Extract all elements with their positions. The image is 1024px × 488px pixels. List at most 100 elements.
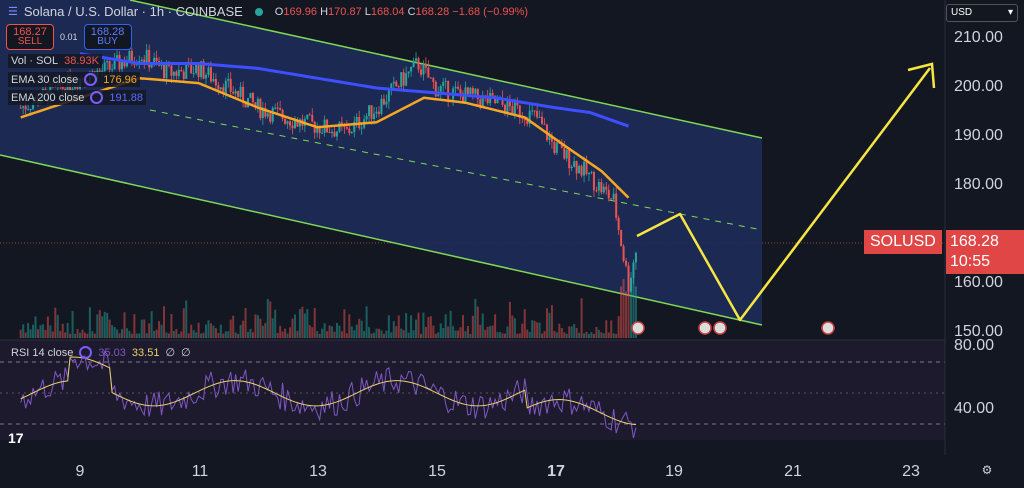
candle bbox=[617, 217, 620, 231]
volume-bar bbox=[486, 326, 489, 338]
candle bbox=[306, 114, 309, 120]
candle bbox=[555, 142, 558, 153]
candle bbox=[44, 89, 47, 91]
sell-button[interactable]: 168.27 SELL bbox=[6, 24, 54, 50]
volume-bar bbox=[377, 328, 380, 338]
candle bbox=[170, 65, 173, 76]
rsi-legend[interactable]: RSI 14 close 35.03 33.51 ∅ ∅ bbox=[11, 346, 191, 359]
volume-bar bbox=[187, 333, 190, 338]
candle bbox=[192, 73, 195, 75]
volume-bar bbox=[412, 330, 415, 338]
ema30-legend[interactable]: EMA 30 close 176.96 bbox=[8, 72, 140, 87]
volume-bar bbox=[385, 330, 388, 338]
candle bbox=[269, 113, 272, 122]
candle bbox=[209, 67, 212, 82]
candle bbox=[239, 86, 242, 97]
symbol-title[interactable]: Solana / U.S. Dollar · 1h · COINBASE bbox=[23, 4, 243, 19]
volume-bar bbox=[620, 286, 623, 338]
volume-bar bbox=[587, 333, 590, 338]
settings-gear-icon[interactable]: ⚙ bbox=[981, 463, 993, 477]
ema200-legend[interactable]: EMA 200 close 191.88 bbox=[8, 90, 147, 105]
volume-bar bbox=[580, 298, 583, 338]
symbol-legend: ☰ Solana / U.S. Dollar · 1h · COINBASE O… bbox=[8, 4, 528, 19]
candle bbox=[526, 120, 529, 124]
currency-select[interactable]: USD ▾ bbox=[946, 4, 1018, 22]
volume-bar bbox=[64, 332, 67, 338]
buy-button[interactable]: 168.28 BUY bbox=[83, 24, 132, 50]
settings-icon[interactable] bbox=[79, 346, 93, 359]
volume-bar bbox=[113, 327, 116, 338]
volume-bar bbox=[66, 322, 69, 338]
candle bbox=[560, 143, 563, 148]
candle bbox=[513, 100, 516, 114]
bar-countdown: 10:55 bbox=[950, 253, 991, 270]
volume-bar bbox=[32, 324, 35, 338]
volume-bar bbox=[400, 328, 403, 338]
volume-bar bbox=[481, 313, 484, 338]
candle bbox=[541, 116, 544, 124]
volume-bar bbox=[96, 314, 99, 338]
candle bbox=[284, 118, 287, 124]
candle bbox=[382, 98, 385, 105]
projection-arrow bbox=[636, 67, 931, 322]
candle bbox=[348, 128, 351, 134]
candle bbox=[286, 121, 289, 124]
candle bbox=[625, 260, 628, 266]
volume-bar bbox=[375, 328, 378, 338]
candle bbox=[338, 122, 341, 132]
candle bbox=[308, 114, 311, 116]
volume-bar bbox=[476, 306, 479, 338]
volume-bar bbox=[41, 324, 44, 338]
candle bbox=[370, 105, 373, 120]
candle bbox=[274, 107, 277, 109]
volume-bar bbox=[422, 312, 425, 338]
volume-bar bbox=[503, 333, 506, 338]
volume-bar bbox=[432, 325, 435, 338]
candle bbox=[503, 104, 506, 114]
settings-icon[interactable] bbox=[90, 91, 104, 104]
candle bbox=[511, 106, 514, 114]
candle bbox=[612, 193, 615, 200]
volume-bar bbox=[368, 327, 371, 338]
volume-bar bbox=[449, 310, 452, 338]
candle bbox=[279, 108, 282, 110]
candle bbox=[600, 181, 603, 193]
volume-bar bbox=[471, 315, 474, 338]
volume-bar bbox=[177, 333, 180, 338]
volume-bar bbox=[274, 309, 277, 338]
candle bbox=[111, 69, 114, 71]
candle bbox=[583, 161, 586, 176]
volume-bar bbox=[298, 309, 301, 338]
volume-bar bbox=[615, 333, 618, 338]
rsi-tick: 40.00 bbox=[954, 400, 995, 417]
volume-bar bbox=[118, 333, 121, 338]
volume-bar bbox=[583, 333, 586, 338]
candle bbox=[130, 50, 133, 63]
settings-icon[interactable] bbox=[84, 73, 98, 86]
candle bbox=[113, 58, 116, 70]
candle bbox=[22, 106, 25, 108]
volume-bar bbox=[380, 330, 383, 338]
volume-bar bbox=[496, 332, 499, 338]
volume-bar bbox=[182, 308, 185, 338]
candle bbox=[550, 136, 553, 142]
volume-bar bbox=[602, 333, 605, 338]
candle bbox=[419, 69, 422, 75]
volume-bar bbox=[555, 332, 558, 338]
candle bbox=[249, 92, 252, 99]
time-tick: 9 bbox=[75, 463, 85, 480]
volume-bar bbox=[459, 327, 462, 338]
volume-bar bbox=[427, 316, 430, 338]
volume-bar bbox=[575, 327, 578, 338]
volume-bar bbox=[442, 328, 445, 338]
volume-bar bbox=[331, 326, 334, 338]
volume-bar bbox=[200, 333, 203, 338]
candle bbox=[479, 99, 482, 107]
volume-legend[interactable]: Vol · SOL 38.93K bbox=[8, 54, 102, 68]
volume-bar bbox=[155, 329, 158, 338]
candle bbox=[202, 61, 205, 79]
candle bbox=[459, 88, 462, 94]
volume-bar bbox=[34, 316, 37, 338]
volume-bar bbox=[415, 319, 418, 338]
